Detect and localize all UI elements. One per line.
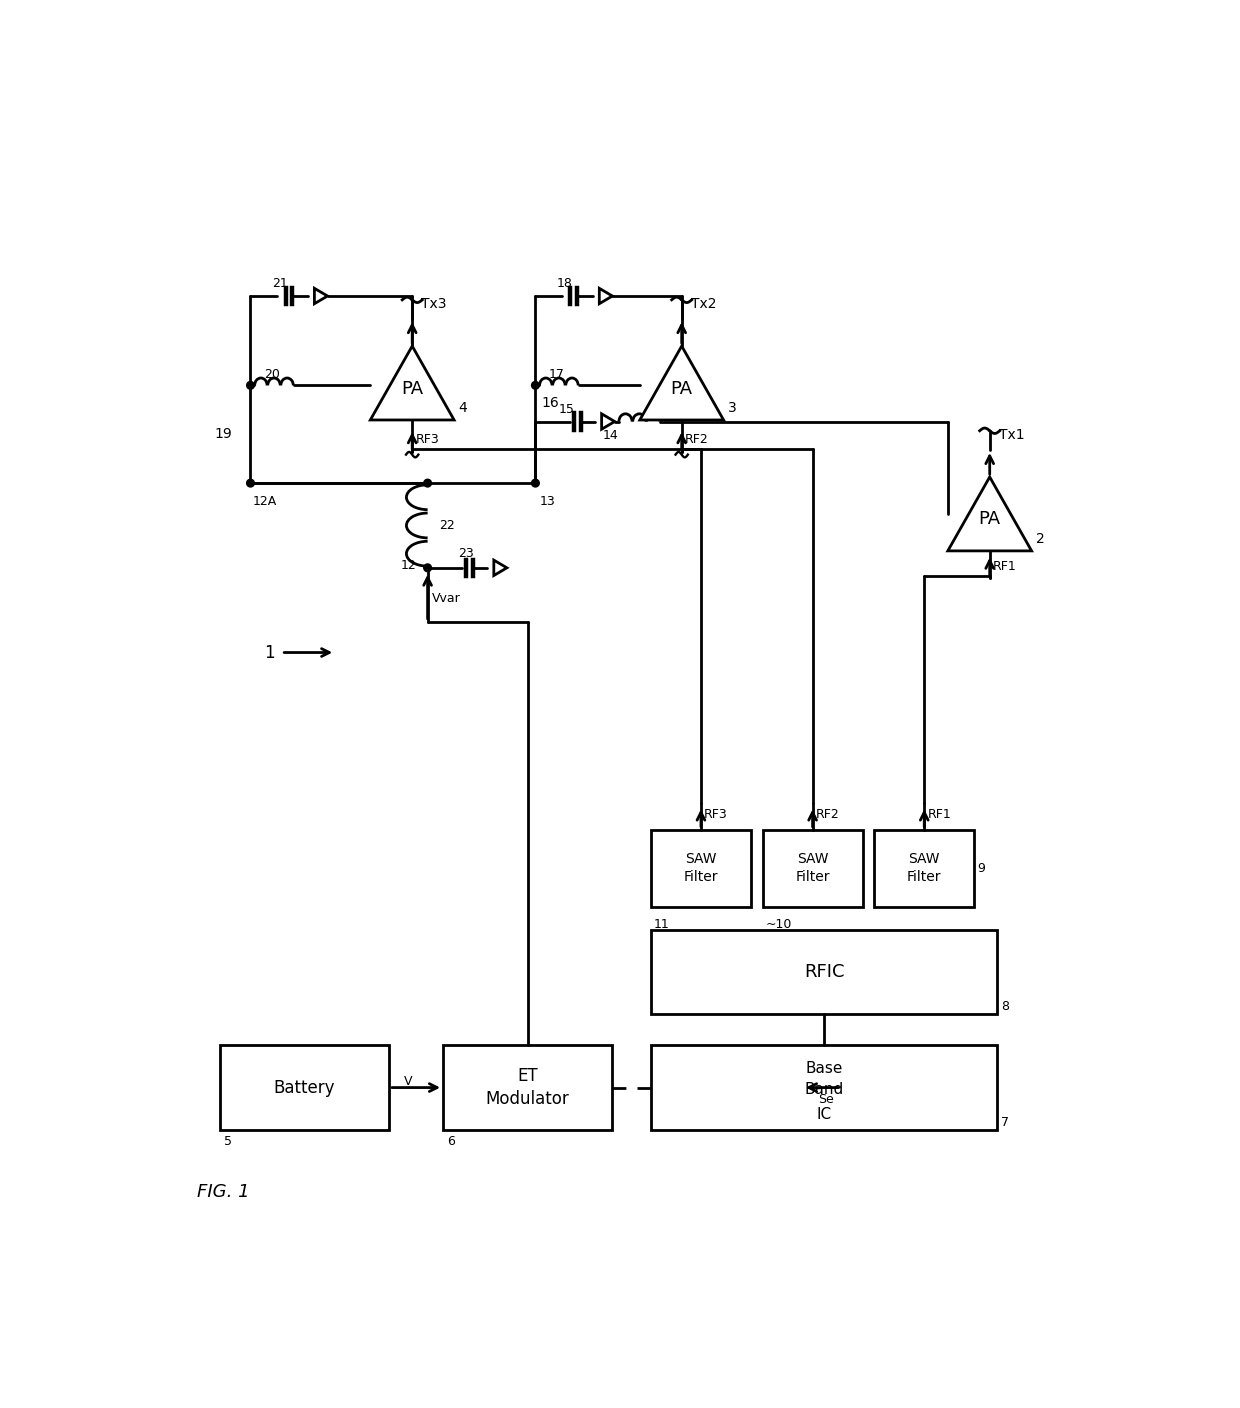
Bar bbox=[443, 1045, 613, 1129]
Text: 6: 6 bbox=[446, 1135, 455, 1148]
Circle shape bbox=[532, 479, 539, 487]
Text: RF2: RF2 bbox=[684, 432, 708, 446]
Text: PA: PA bbox=[978, 511, 1001, 528]
Text: RF1: RF1 bbox=[993, 560, 1017, 573]
Text: 13: 13 bbox=[539, 494, 556, 508]
Text: RF3: RF3 bbox=[704, 808, 728, 821]
Circle shape bbox=[532, 382, 539, 389]
Text: IC: IC bbox=[817, 1107, 832, 1122]
Text: 17: 17 bbox=[549, 367, 565, 382]
Text: Base: Base bbox=[806, 1060, 843, 1076]
Text: 23: 23 bbox=[459, 548, 474, 560]
Text: Modulator: Modulator bbox=[486, 1090, 569, 1108]
Text: 4: 4 bbox=[459, 401, 467, 415]
Text: RFIC: RFIC bbox=[804, 963, 844, 981]
Text: 19: 19 bbox=[215, 427, 232, 441]
Polygon shape bbox=[599, 289, 613, 304]
Text: FIG. 1: FIG. 1 bbox=[197, 1183, 249, 1201]
Text: RF2: RF2 bbox=[816, 808, 839, 821]
Text: RF3: RF3 bbox=[415, 432, 439, 446]
Polygon shape bbox=[315, 289, 327, 304]
Text: Tx3: Tx3 bbox=[422, 297, 446, 311]
Polygon shape bbox=[640, 346, 724, 420]
Text: Vvar: Vvar bbox=[432, 593, 460, 605]
Polygon shape bbox=[494, 560, 507, 576]
Bar bbox=[651, 1045, 997, 1129]
Circle shape bbox=[247, 382, 254, 389]
Text: 9: 9 bbox=[977, 862, 986, 874]
Text: SAW
Filter: SAW Filter bbox=[683, 852, 718, 884]
Bar bbox=[651, 929, 997, 1014]
Bar bbox=[651, 829, 751, 907]
Text: 12A: 12A bbox=[253, 494, 277, 508]
Text: 20: 20 bbox=[264, 367, 280, 382]
Text: SAW
Filter: SAW Filter bbox=[906, 852, 941, 884]
Text: 3: 3 bbox=[728, 401, 737, 415]
Text: RF1: RF1 bbox=[928, 808, 951, 821]
Bar bbox=[219, 1045, 389, 1129]
Text: Tx1: Tx1 bbox=[999, 428, 1024, 442]
Text: V: V bbox=[404, 1074, 413, 1088]
Text: 8: 8 bbox=[1001, 1000, 1009, 1014]
Text: ET: ET bbox=[517, 1067, 538, 1086]
Text: Band: Band bbox=[805, 1083, 843, 1097]
Text: 5: 5 bbox=[223, 1135, 232, 1148]
Polygon shape bbox=[947, 477, 1032, 551]
Text: Se: Se bbox=[818, 1093, 835, 1105]
Polygon shape bbox=[371, 346, 454, 420]
Text: PA: PA bbox=[671, 380, 693, 397]
Text: 21: 21 bbox=[272, 277, 288, 290]
Text: 11: 11 bbox=[653, 918, 670, 931]
Text: 1: 1 bbox=[264, 643, 275, 662]
Text: 2: 2 bbox=[1037, 532, 1045, 546]
Text: PA: PA bbox=[401, 380, 423, 397]
Text: 14: 14 bbox=[603, 429, 619, 442]
Text: ~10: ~10 bbox=[765, 918, 792, 931]
Text: 7: 7 bbox=[1001, 1115, 1009, 1129]
Text: Battery: Battery bbox=[274, 1079, 335, 1097]
Text: 18: 18 bbox=[557, 277, 573, 290]
Bar bbox=[874, 829, 975, 907]
Text: 12: 12 bbox=[401, 559, 417, 572]
Circle shape bbox=[424, 565, 432, 572]
Text: Tx2: Tx2 bbox=[691, 297, 717, 311]
Polygon shape bbox=[601, 414, 615, 429]
Text: 16: 16 bbox=[542, 397, 559, 410]
Bar bbox=[763, 829, 863, 907]
Circle shape bbox=[247, 479, 254, 487]
Text: 15: 15 bbox=[558, 403, 574, 415]
Text: 22: 22 bbox=[439, 520, 455, 532]
Text: SAW
Filter: SAW Filter bbox=[795, 852, 830, 884]
Circle shape bbox=[424, 479, 432, 487]
